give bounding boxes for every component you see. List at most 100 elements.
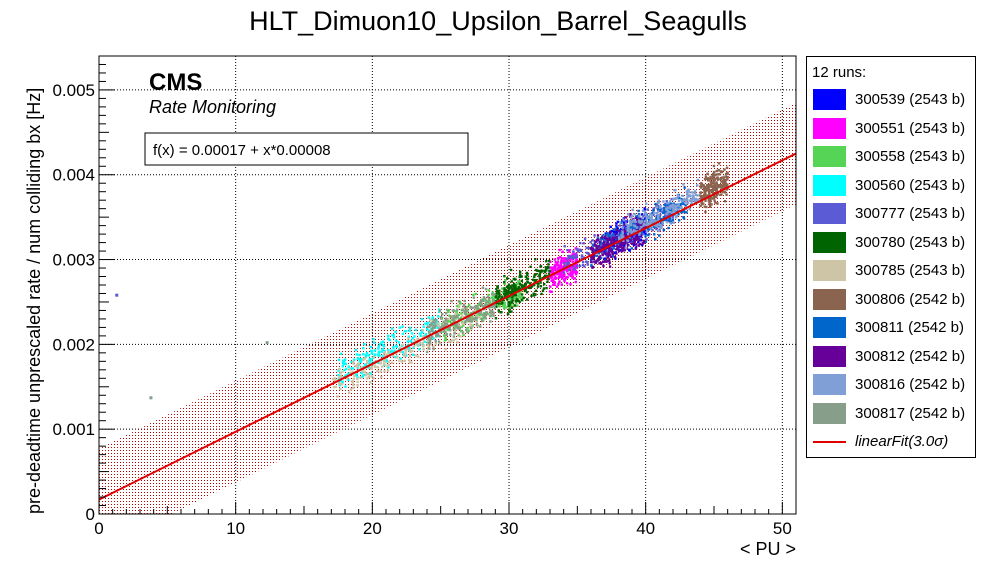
data-point <box>676 194 679 197</box>
data-point <box>380 375 383 379</box>
data-point <box>659 226 662 229</box>
data-point <box>403 359 406 363</box>
data-point <box>362 353 365 356</box>
data-point <box>476 315 479 318</box>
data-point <box>677 219 681 222</box>
data-point <box>634 235 638 239</box>
data-point <box>363 342 366 346</box>
data-point <box>607 246 611 250</box>
data-point <box>663 211 666 215</box>
data-point <box>434 333 438 337</box>
data-point <box>448 314 451 317</box>
data-point <box>465 305 469 309</box>
data-point <box>341 380 344 384</box>
data-point <box>638 228 642 231</box>
data-point <box>508 310 511 314</box>
data-point <box>655 205 658 209</box>
data-point <box>477 313 480 316</box>
data-point <box>675 214 678 217</box>
data-point <box>646 216 649 219</box>
data-point <box>715 169 719 173</box>
data-point <box>665 208 668 211</box>
data-point <box>624 216 628 219</box>
data-point <box>380 341 383 344</box>
data-point <box>427 325 430 329</box>
data-point <box>503 282 506 286</box>
data-point <box>484 313 488 316</box>
data-point <box>480 304 484 307</box>
data-point <box>370 352 374 355</box>
data-point <box>492 314 495 317</box>
data-point <box>710 189 714 192</box>
data-point <box>612 234 615 238</box>
data-point <box>512 289 516 292</box>
data-point <box>351 367 355 370</box>
data-point <box>509 285 513 289</box>
data-point <box>513 278 517 281</box>
data-point <box>640 230 644 234</box>
data-point <box>469 319 472 322</box>
data-point <box>394 355 397 359</box>
data-point <box>627 226 630 229</box>
data-point <box>590 265 593 268</box>
data-point <box>479 312 483 315</box>
data-point <box>715 186 719 189</box>
data-point <box>449 340 453 343</box>
data-point <box>508 301 511 304</box>
data-point <box>504 291 507 295</box>
data-point <box>682 216 685 219</box>
data-point <box>426 336 430 340</box>
data-point <box>383 370 386 373</box>
data-point <box>645 217 648 221</box>
data-point <box>381 354 385 358</box>
data-point <box>691 194 695 197</box>
data-point <box>450 299 453 303</box>
data-point <box>456 341 459 344</box>
data-point <box>371 374 374 378</box>
data-point <box>575 266 579 269</box>
data-point <box>487 289 491 292</box>
data-point <box>620 234 623 237</box>
data-point <box>553 281 557 284</box>
data-point <box>566 249 569 252</box>
data-point <box>612 228 616 231</box>
data-point <box>514 288 518 291</box>
data-point <box>630 226 633 230</box>
data-point <box>364 355 368 358</box>
outlier-point <box>115 293 119 297</box>
data-point <box>657 229 660 233</box>
data-point <box>650 214 653 217</box>
data-point <box>596 234 600 237</box>
data-point <box>379 361 382 364</box>
data-point <box>457 313 460 317</box>
data-point <box>532 292 535 295</box>
data-point <box>672 221 675 224</box>
data-point <box>370 367 373 371</box>
data-point <box>724 179 727 182</box>
data-point <box>414 328 418 332</box>
data-point <box>638 233 641 236</box>
data-point <box>349 388 353 391</box>
data-point <box>504 279 507 282</box>
data-point <box>428 330 431 334</box>
data-point <box>723 199 727 203</box>
data-point <box>449 329 452 332</box>
data-point <box>458 304 461 307</box>
data-point <box>702 187 706 190</box>
data-point <box>503 289 506 292</box>
data-point <box>471 306 474 309</box>
data-point <box>711 182 714 185</box>
data-point <box>616 226 619 230</box>
data-point <box>373 364 377 368</box>
data-point <box>677 199 681 202</box>
data-point <box>369 372 372 375</box>
data-point <box>676 197 679 200</box>
data-point <box>511 289 514 293</box>
data-point <box>634 226 637 229</box>
data-point <box>636 227 639 231</box>
data-point <box>346 377 349 380</box>
data-point <box>628 237 631 241</box>
data-point <box>666 209 670 213</box>
data-point <box>366 361 369 365</box>
